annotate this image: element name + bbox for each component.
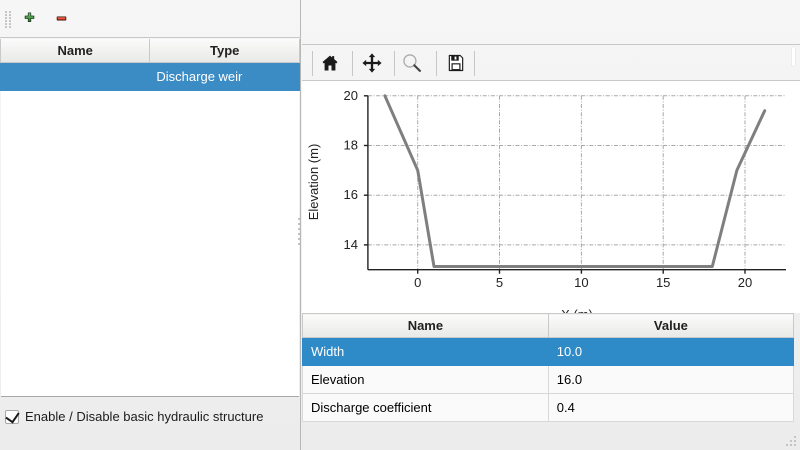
svg-text:14: 14: [344, 237, 358, 252]
svg-text:18: 18: [344, 138, 358, 153]
svg-text:15: 15: [656, 275, 670, 290]
svg-text:20: 20: [738, 275, 752, 290]
svg-text:10: 10: [574, 275, 588, 290]
svg-text:20: 20: [344, 88, 358, 103]
svg-text:16: 16: [344, 187, 358, 202]
svg-text:Elevation (m): Elevation (m): [306, 144, 321, 221]
svg-text:5: 5: [496, 275, 503, 290]
svg-text:0: 0: [414, 275, 421, 290]
